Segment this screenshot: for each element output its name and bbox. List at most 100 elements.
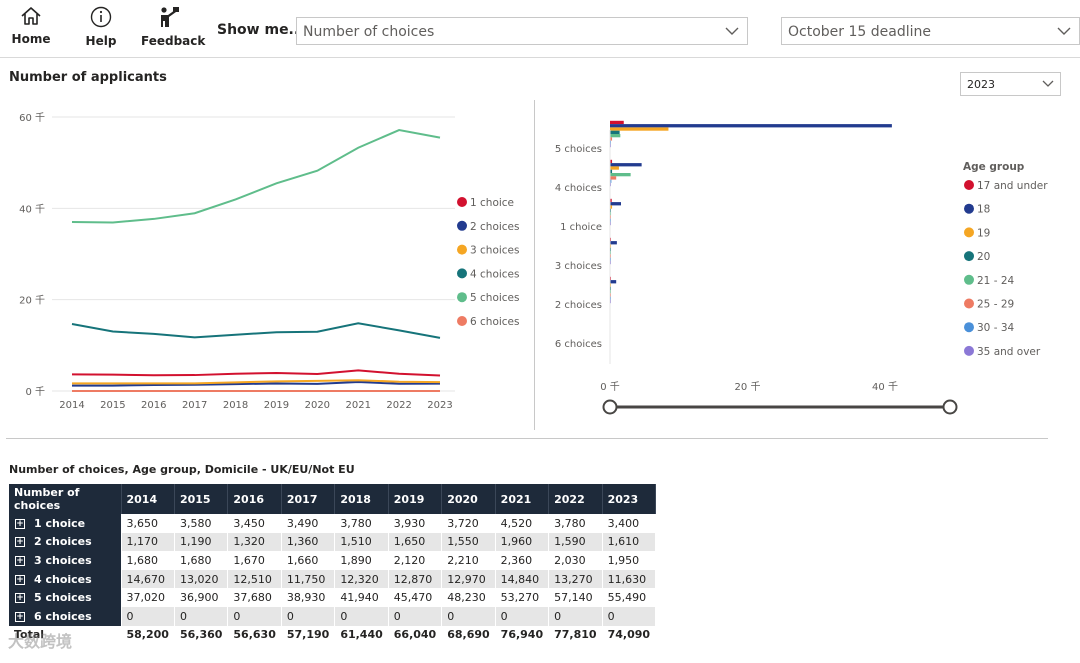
range-slider-handle-start[interactable] (602, 399, 618, 415)
chevron-down-icon (1042, 80, 1054, 87)
matrix-table: Number of choices 2014 2015 2016 2017 2018 20… (9, 484, 657, 645)
column-header-year[interactable]: 2015 (174, 484, 229, 514)
bar[interactable] (610, 169, 613, 173)
total-cell: 77,810 (548, 625, 603, 645)
home-button[interactable]: Home (3, 6, 59, 50)
series-line-1-choice[interactable] (71, 369, 441, 377)
bar[interactable] (610, 166, 619, 170)
series-line-2-choices[interactable] (71, 381, 441, 387)
total-label: Total (9, 625, 122, 645)
row-label: 3 choices (34, 553, 92, 567)
row-header[interactable]: +3 choices (9, 551, 122, 570)
legend-label[interactable]: 19 (977, 227, 990, 239)
row-header[interactable]: +1 choice (9, 514, 122, 533)
series-line-4-choices[interactable] (71, 322, 441, 339)
bar[interactable] (610, 163, 642, 167)
expand-icon[interactable]: + (15, 574, 25, 585)
legend-label[interactable]: 20 (977, 251, 990, 263)
bar[interactable] (610, 124, 892, 128)
table-cell: 3,650 (121, 514, 175, 533)
expand-icon[interactable]: + (15, 611, 25, 622)
bar[interactable] (610, 127, 669, 131)
expand-icon[interactable]: + (15, 593, 25, 604)
table-cell: 4,520 (495, 514, 550, 533)
help-button[interactable]: Help (73, 6, 129, 50)
bar[interactable] (610, 173, 631, 177)
x-tick-label: 2020 (305, 400, 330, 411)
column-header-year[interactable]: 2018 (334, 484, 389, 514)
legend-label[interactable]: 1 choice (470, 197, 514, 209)
bar[interactable] (610, 212, 612, 216)
table-row: +6 choices 0 0 0 0 0 0 0 0 0 0 (9, 606, 657, 626)
legend-label[interactable]: 5 choices (470, 292, 520, 304)
series-line-5-choices[interactable] (71, 129, 441, 224)
table-cell: 1,670 (227, 551, 282, 570)
legend-marker (964, 227, 974, 238)
table-cell: 3,720 (441, 514, 496, 533)
column-header-year[interactable]: 2017 (281, 484, 336, 514)
table-cell: 13,270 (548, 569, 603, 589)
show-me-dropdown[interactable]: Number of choices (296, 17, 748, 45)
row-header[interactable]: +5 choices (9, 588, 122, 607)
bar[interactable] (610, 205, 613, 209)
column-header-year[interactable]: 2020 (441, 484, 496, 514)
column-header-year[interactable]: 2023 (602, 484, 657, 514)
y-category-label: 1 choice (560, 222, 602, 233)
legend-label[interactable]: 4 choices (470, 268, 520, 280)
legend-label[interactable]: 18 (977, 204, 990, 216)
column-header-year[interactable]: 2019 (388, 484, 443, 514)
expand-icon[interactable]: + (15, 537, 25, 548)
row-header[interactable]: +6 choices (9, 606, 122, 626)
bar[interactable] (610, 244, 612, 248)
bar[interactable] (610, 120, 624, 125)
column-header-year[interactable]: 2022 (548, 484, 603, 514)
feedback-icon (161, 7, 179, 27)
feedback-button[interactable]: Feedback (141, 6, 205, 50)
legend-label[interactable]: 35 and over (977, 346, 1041, 358)
y-tick-label: 0 千 (25, 386, 45, 398)
table-cell: 48,230 (441, 588, 496, 607)
bar[interactable] (610, 179, 612, 183)
table-title: Number of choices, Age group, Domicile -… (9, 463, 355, 476)
range-slider-handle-end[interactable] (942, 399, 958, 415)
bar[interactable] (610, 241, 617, 245)
legend-label[interactable]: 3 choices (470, 245, 520, 257)
bar[interactable] (610, 280, 617, 284)
legend-label[interactable]: 25 - 29 (977, 299, 1014, 311)
row-header[interactable]: +2 choices (9, 532, 122, 552)
column-header-year[interactable]: 2021 (495, 484, 550, 514)
bar[interactable] (610, 198, 612, 203)
total-cell: 68,690 (441, 625, 496, 645)
year-select[interactable]: 2023 (960, 72, 1061, 96)
row-label: 2 choices (34, 535, 92, 549)
bar[interactable] (610, 130, 620, 134)
column-header-year[interactable]: 2014 (121, 484, 175, 514)
series-line-3-choices[interactable] (72, 379, 441, 385)
table-header-row: Number of choices 2014 2015 2016 2017 2018 20… (9, 484, 657, 514)
expand-icon[interactable]: + (15, 555, 25, 566)
x-tick-label: 2022 (386, 400, 411, 411)
column-header-year[interactable]: 2016 (227, 484, 282, 514)
help-label: Help (85, 34, 117, 48)
legend-label[interactable]: 17 and under (977, 180, 1048, 192)
column-header-choices[interactable]: Number of choices (9, 484, 122, 514)
bar[interactable] (610, 134, 621, 138)
legend-label[interactable]: 2 choices (470, 221, 520, 233)
table-cell: 36,900 (174, 588, 229, 607)
total-cell: 61,440 (334, 625, 389, 645)
bar[interactable] (610, 176, 617, 180)
bar[interactable] (610, 137, 613, 141)
table-cell: 1,170 (121, 532, 175, 552)
home-icon (21, 7, 41, 25)
legend-label[interactable]: 6 choices (470, 316, 520, 328)
bar[interactable] (610, 202, 621, 206)
legend-label[interactable]: 21 - 24 (977, 275, 1015, 287)
deadline-dropdown[interactable]: October 15 deadline (781, 17, 1080, 45)
legend-label[interactable]: 30 - 34 (977, 322, 1015, 334)
y-category-label: 4 choices (555, 183, 602, 194)
table-cell: 1,320 (227, 532, 282, 552)
row-header[interactable]: +4 choices (9, 569, 122, 589)
bar[interactable] (610, 159, 613, 164)
expand-icon[interactable]: + (15, 518, 25, 529)
show-me-label: Show me... (217, 22, 305, 38)
